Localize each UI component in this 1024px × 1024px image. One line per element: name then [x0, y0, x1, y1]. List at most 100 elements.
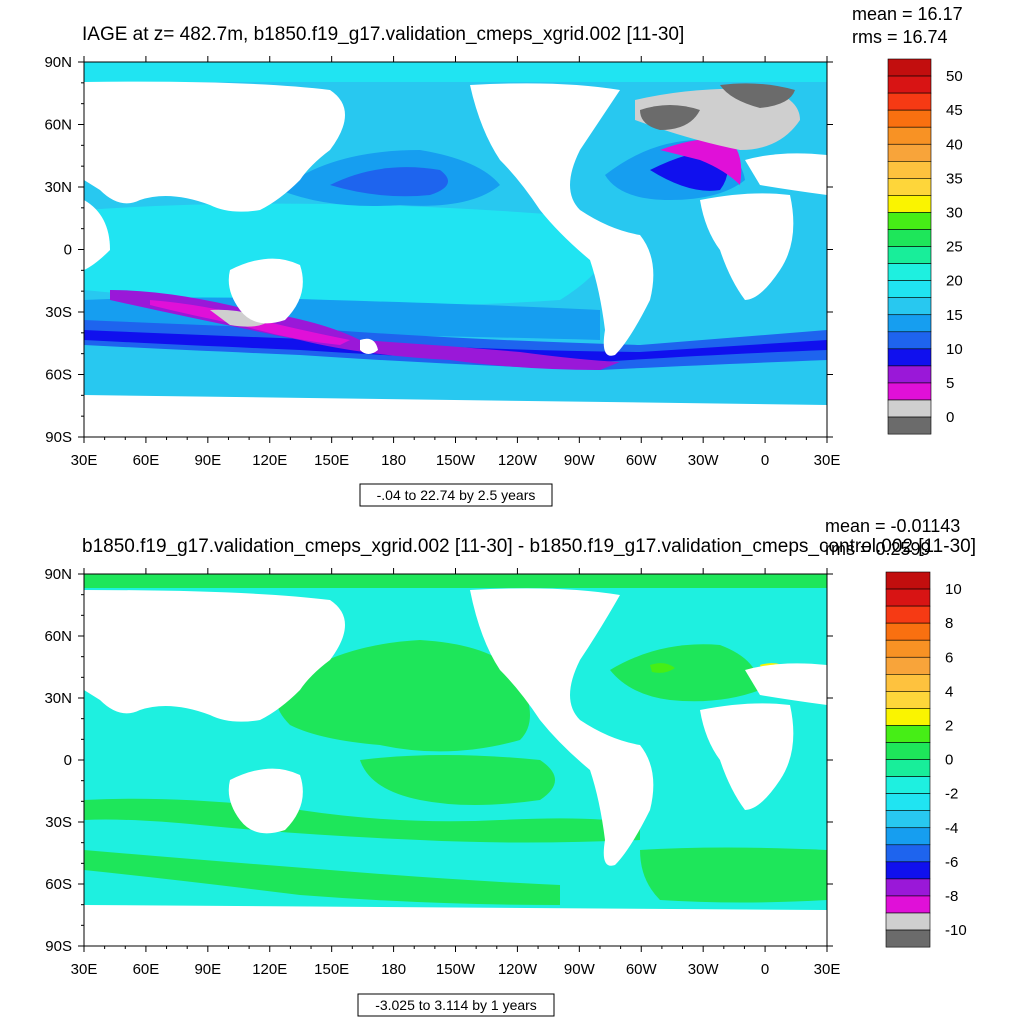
arctic-band: [84, 62, 827, 82]
land-australia: [228, 258, 303, 324]
colorbar-swatch: [885, 691, 931, 709]
colorbar-swatch: [885, 742, 931, 760]
x-tick-label: 150W: [436, 961, 476, 978]
x-tick-label: 30W: [688, 961, 720, 978]
x-tick-label: 150E: [314, 452, 349, 469]
land-nz: [360, 338, 378, 354]
colorbar-label: -2: [945, 786, 958, 803]
y-tick-label: 90N: [44, 566, 72, 583]
diff-n-atl: [610, 644, 760, 702]
y-tick-label: 60N: [44, 117, 72, 134]
colorbar-label: 0: [946, 409, 954, 426]
colorbar-label: 50: [946, 68, 963, 85]
land-europe: [745, 153, 827, 195]
antarctic-margin: [84, 360, 827, 405]
colorbar-label: 5: [946, 375, 954, 392]
x-tick-label: 0: [761, 961, 769, 978]
land-americas: [470, 83, 654, 356]
colorbar-label: -4: [945, 820, 958, 837]
x-tick-label: 90W: [564, 452, 596, 469]
x-tick-label: 60E: [133, 961, 160, 978]
diff-eq-pac: [360, 755, 555, 805]
map-1-ticks: 30E 60E 90E 120E 150E 180 150W 120W 90W 60W 30W 0 30…: [44, 54, 840, 469]
diff-land-antarctica: [84, 905, 827, 946]
y-tick-label: 30S: [45, 814, 72, 831]
x-tick-label: 120E: [252, 961, 287, 978]
y-tick-label: 30N: [44, 690, 72, 707]
colorbar-swatch: [885, 793, 931, 812]
map-2-ticks: 30E 60E 90E 120E 150E 180 150W 120W 90W 60W 30W 0 30…: [44, 566, 840, 978]
x-tick-label: 30E: [814, 961, 841, 978]
colorbar-swatch: [887, 229, 932, 247]
colorbar-swatch: [885, 895, 931, 914]
x-tick-label: 30W: [688, 452, 720, 469]
panel-2-range-label: -3.025 to 3.114 by 1 years: [375, 997, 537, 1013]
colorbar-swatch: [885, 588, 931, 607]
panel-1-mean: mean = 16.17: [852, 4, 963, 24]
colorbar-swatch: [887, 246, 932, 264]
colorbar-swatch: [887, 92, 932, 111]
x-tick-label: 120E: [252, 452, 287, 469]
colorbar-swatch: [887, 382, 932, 401]
colorbar-label: -8: [945, 888, 958, 905]
x-tick-label: 60E: [133, 452, 160, 469]
colorbar-label: 10: [945, 581, 962, 598]
x-tick-label: 90W: [564, 961, 596, 978]
tropical-field: [84, 203, 610, 305]
colorbar-swatch: [885, 725, 931, 743]
colorbar-2: 10 8 6 4 2 0 -2 -4 -6 -8 -10: [885, 571, 967, 948]
colorbar-swatch: [887, 331, 932, 350]
x-tick-label: 60W: [626, 452, 658, 469]
y-tick-label: 30N: [44, 179, 72, 196]
x-tick-label: 90E: [194, 452, 221, 469]
natl-magenta: [660, 138, 742, 185]
colorbar-swatch: [887, 263, 932, 281]
x-tick-label: 30E: [71, 961, 98, 978]
y-tick-label: 60S: [45, 876, 72, 893]
diff-s-atl: [640, 847, 827, 903]
southern-ocean-deep: [84, 330, 827, 362]
colorbar-label: -10: [945, 922, 967, 939]
diff-land-americas: [470, 588, 654, 866]
colorbar-swatch: [885, 929, 931, 948]
colorbar-swatch: [887, 195, 932, 213]
colorbar-swatch: [885, 708, 931, 726]
land-eurasia: [84, 81, 345, 212]
colorbar-label: 25: [946, 239, 963, 256]
x-tick-label: 150W: [436, 452, 476, 469]
x-tick-label: 180: [381, 452, 406, 469]
southern-ocean-purple: [110, 290, 620, 370]
x-tick-label: 0: [761, 452, 769, 469]
colorbar-label: 4: [945, 683, 953, 700]
panel-1: 30E 60E 90E 120E 150E 180 150W 120W 90W 60W 30W 0 30…: [44, 4, 963, 507]
colorbar-swatch: [885, 776, 931, 794]
southern-ocean-grey: [210, 309, 270, 327]
colorbar-label: 45: [946, 102, 963, 119]
diff-npac: [276, 640, 530, 752]
colorbar-label: 2: [945, 717, 953, 734]
colorbar-swatch: [885, 810, 931, 829]
y-tick-label: 0: [64, 242, 72, 259]
colorbar-label: 6: [945, 649, 953, 666]
range-box-1: [359, 483, 553, 507]
colorbar-swatch: [885, 673, 931, 692]
y-tick-label: 90N: [44, 54, 72, 71]
colorbar-swatch: [887, 314, 932, 333]
colorbar-swatch: [885, 605, 931, 624]
colorbar-swatch: [885, 759, 931, 777]
colorbar-swatch: [887, 109, 932, 128]
colorbar-swatch: [885, 622, 931, 641]
colorbar-swatch: [885, 844, 931, 863]
colorbar-label: 15: [946, 307, 963, 324]
colorbar-swatch: [885, 571, 931, 590]
x-tick-label: 30E: [814, 452, 841, 469]
colorbar-label: 30: [946, 204, 963, 221]
map-2-field: [84, 574, 827, 946]
diff-south-band: [84, 798, 640, 843]
range-box-2: [357, 993, 555, 1017]
x-tick-label: 180: [381, 961, 406, 978]
diff-southern-ocean: [84, 850, 560, 905]
y-tick-label: 90S: [45, 938, 72, 955]
colorbar-swatch: [887, 143, 932, 162]
colorbar-label: 10: [946, 341, 963, 358]
